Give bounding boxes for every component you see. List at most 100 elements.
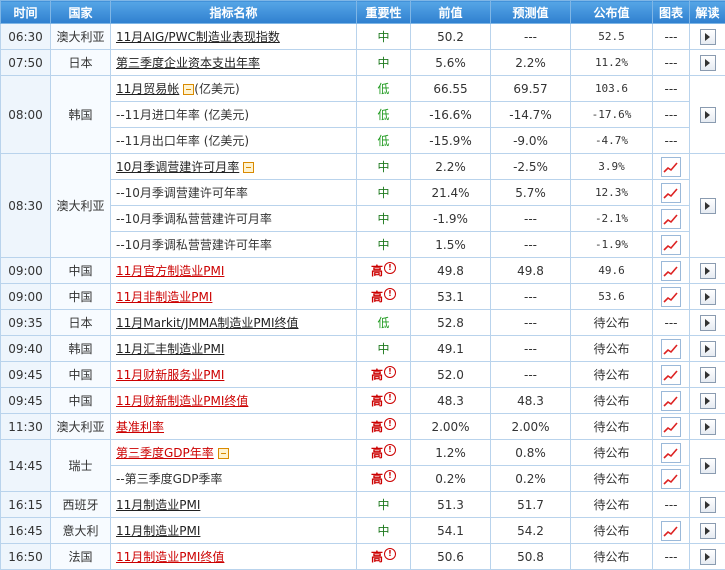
chart-cell[interactable] (653, 388, 690, 414)
alert-icon: ! (384, 444, 396, 456)
interpret-doc-icon[interactable] (700, 419, 716, 435)
indicator-link[interactable]: 11月Markit/JMMA制造业PMI终值 (116, 316, 299, 330)
collapse-toggle-icon[interactable] (218, 448, 229, 459)
chart-cell[interactable] (653, 440, 690, 466)
interpret-cell[interactable] (690, 414, 725, 440)
chart-cell[interactable] (653, 154, 690, 180)
interpret-doc-icon[interactable] (700, 315, 716, 331)
collapse-toggle-icon[interactable] (243, 162, 254, 173)
line-chart-icon[interactable] (661, 157, 681, 177)
collapse-toggle-icon[interactable] (183, 84, 194, 95)
indicator-link[interactable]: 11月制造业PMI (116, 498, 200, 512)
chart-cell[interactable] (653, 466, 690, 492)
previous-value: 48.3 (411, 388, 491, 414)
chart-cell[interactable] (653, 206, 690, 232)
indicator-link[interactable]: 第三季度GDP年率 (116, 446, 214, 460)
interpret-cell[interactable] (690, 284, 725, 310)
interpret-cell[interactable] (690, 492, 725, 518)
interpret-cell[interactable] (690, 362, 725, 388)
forecast-value: 5.7% (491, 180, 571, 206)
indicator-link[interactable]: 11月汇丰制造业PMI (116, 342, 224, 356)
interpret-cell[interactable] (690, 154, 725, 258)
interpret-cell[interactable] (690, 76, 725, 154)
interpret-doc-icon[interactable] (700, 367, 716, 383)
indicator-link[interactable]: 11月非制造业PMI (116, 290, 212, 304)
interpret-cell[interactable] (690, 544, 725, 570)
indicator-link[interactable]: 基准利率 (116, 420, 164, 434)
indicator-link[interactable]: 11月官方制造业PMI (116, 264, 224, 278)
indicator-link[interactable]: 11月制造业PMI (116, 524, 200, 538)
line-chart-icon[interactable] (661, 391, 681, 411)
interpret-doc-icon[interactable] (700, 497, 716, 513)
line-chart-icon[interactable] (661, 209, 681, 229)
interpret-doc-icon[interactable] (700, 55, 716, 71)
chart-cell[interactable] (653, 414, 690, 440)
interpret-doc-icon[interactable] (700, 289, 716, 305)
chart-cell[interactable] (653, 284, 690, 310)
forecast-value: --- (491, 206, 571, 232)
line-chart-icon[interactable] (661, 417, 681, 437)
indicator-link[interactable]: 11月制造业PMI终值 (116, 550, 224, 564)
interpret-cell[interactable] (690, 336, 725, 362)
interpret-cell[interactable] (690, 388, 725, 414)
line-chart-icon[interactable] (661, 183, 681, 203)
indicator-link[interactable]: 11月AIG/PWC制造业表现指数 (116, 30, 280, 44)
chart-cell[interactable] (653, 362, 690, 388)
line-chart-icon[interactable] (661, 443, 681, 463)
interpret-doc-icon[interactable] (700, 107, 716, 123)
importance-level: 中 (377, 186, 389, 200)
event-country: 中国 (51, 258, 111, 284)
importance-cell: 高! (357, 362, 411, 388)
importance-level: 高 (371, 472, 383, 486)
interpret-doc-icon[interactable] (700, 198, 716, 214)
interpret-doc-icon[interactable] (700, 549, 716, 565)
indicator-link[interactable]: 第三季度企业资本支出年率 (116, 56, 260, 70)
line-chart-icon[interactable] (661, 235, 681, 255)
indicator-link[interactable]: 11月财新制造业PMI终值 (116, 394, 248, 408)
importance-cell: 高! (357, 466, 411, 492)
interpret-cell[interactable] (690, 258, 725, 284)
interpret-cell[interactable] (690, 24, 725, 50)
chart-cell[interactable] (653, 336, 690, 362)
interpret-doc-icon[interactable] (700, 263, 716, 279)
event-time: 09:45 (1, 362, 51, 388)
interpret-cell[interactable] (690, 50, 725, 76)
interpret-cell[interactable] (690, 440, 725, 492)
interpret-cell[interactable] (690, 518, 725, 544)
indicator-link[interactable]: 11月贸易帐 (116, 82, 179, 96)
chart-cell[interactable] (653, 518, 690, 544)
chart-cell[interactable] (653, 258, 690, 284)
no-chart-dash: --- (665, 550, 678, 564)
interpret-doc-icon[interactable] (700, 341, 716, 357)
published-value: 11.2% (571, 50, 653, 76)
line-chart-icon[interactable] (661, 365, 681, 385)
published-value: 待公布 (571, 440, 653, 466)
line-chart-icon[interactable] (661, 469, 681, 489)
event-time: 16:50 (1, 544, 51, 570)
interpret-doc-icon[interactable] (700, 458, 716, 474)
indicator-link[interactable]: 10月季调营建许可月率 (116, 160, 239, 174)
importance-level: 中 (377, 212, 389, 226)
line-chart-icon[interactable] (661, 521, 681, 541)
interpret-doc-icon[interactable] (700, 523, 716, 539)
chart-cell[interactable] (653, 180, 690, 206)
importance-level: 高 (371, 420, 383, 434)
header-country: 国家 (51, 1, 111, 24)
line-chart-icon[interactable] (661, 287, 681, 307)
interpret-cell[interactable] (690, 310, 725, 336)
indicator-cell: 11月AIG/PWC制造业表现指数 (111, 24, 357, 50)
line-chart-icon[interactable] (661, 261, 681, 281)
indicator-cell: 10月季调营建许可月率 (111, 154, 357, 180)
interpret-doc-icon[interactable] (700, 29, 716, 45)
line-chart-icon[interactable] (661, 339, 681, 359)
indicator-link[interactable]: 11月财新服务业PMI (116, 368, 224, 382)
previous-value: 52.8 (411, 310, 491, 336)
event-country: 中国 (51, 388, 111, 414)
interpret-doc-icon[interactable] (700, 393, 716, 409)
chart-cell[interactable] (653, 232, 690, 258)
